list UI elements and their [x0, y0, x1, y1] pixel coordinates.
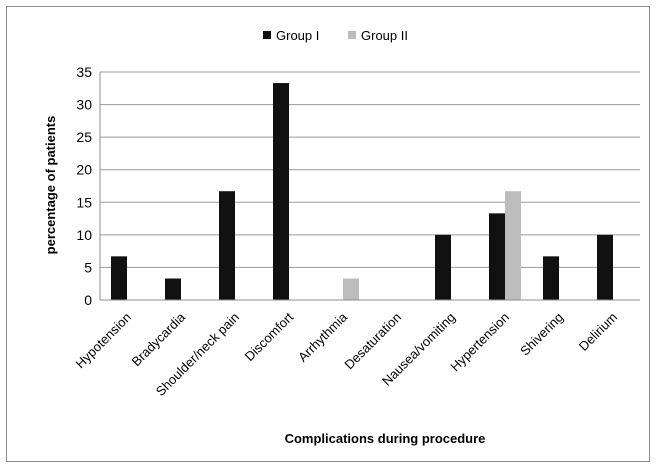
- bar: [165, 278, 181, 300]
- legend-swatch: [263, 31, 271, 39]
- chart-border: [6, 6, 650, 462]
- y-tick-label: 0: [84, 292, 92, 308]
- bars: [111, 83, 613, 301]
- bar: [343, 278, 359, 300]
- bar: [543, 256, 559, 300]
- bar: [505, 191, 521, 300]
- y-tick-label: 15: [76, 194, 92, 210]
- y-axis-title: percentage of patients: [43, 116, 58, 255]
- axes: [99, 72, 640, 301]
- bar: [273, 83, 289, 301]
- x-axis-title: Complications during procedure: [285, 431, 486, 446]
- bar: [489, 213, 505, 300]
- legend-swatch: [348, 31, 356, 39]
- gridlines: [100, 71, 640, 268]
- legend-label: Group II: [361, 28, 408, 43]
- legend: Group I Group II: [263, 28, 408, 43]
- bar: [111, 256, 127, 300]
- y-tick-label: 30: [76, 97, 92, 113]
- bar: [435, 234, 451, 300]
- bar: [597, 234, 613, 300]
- y-tick-label: 35: [76, 64, 92, 80]
- legend-label: Group I: [276, 28, 319, 43]
- y-tick-label: 10: [76, 227, 92, 243]
- y-tick-label: 25: [76, 129, 92, 145]
- y-tick-label: 5: [84, 259, 92, 275]
- y-tick-label: 20: [76, 162, 92, 178]
- bar: [219, 191, 235, 300]
